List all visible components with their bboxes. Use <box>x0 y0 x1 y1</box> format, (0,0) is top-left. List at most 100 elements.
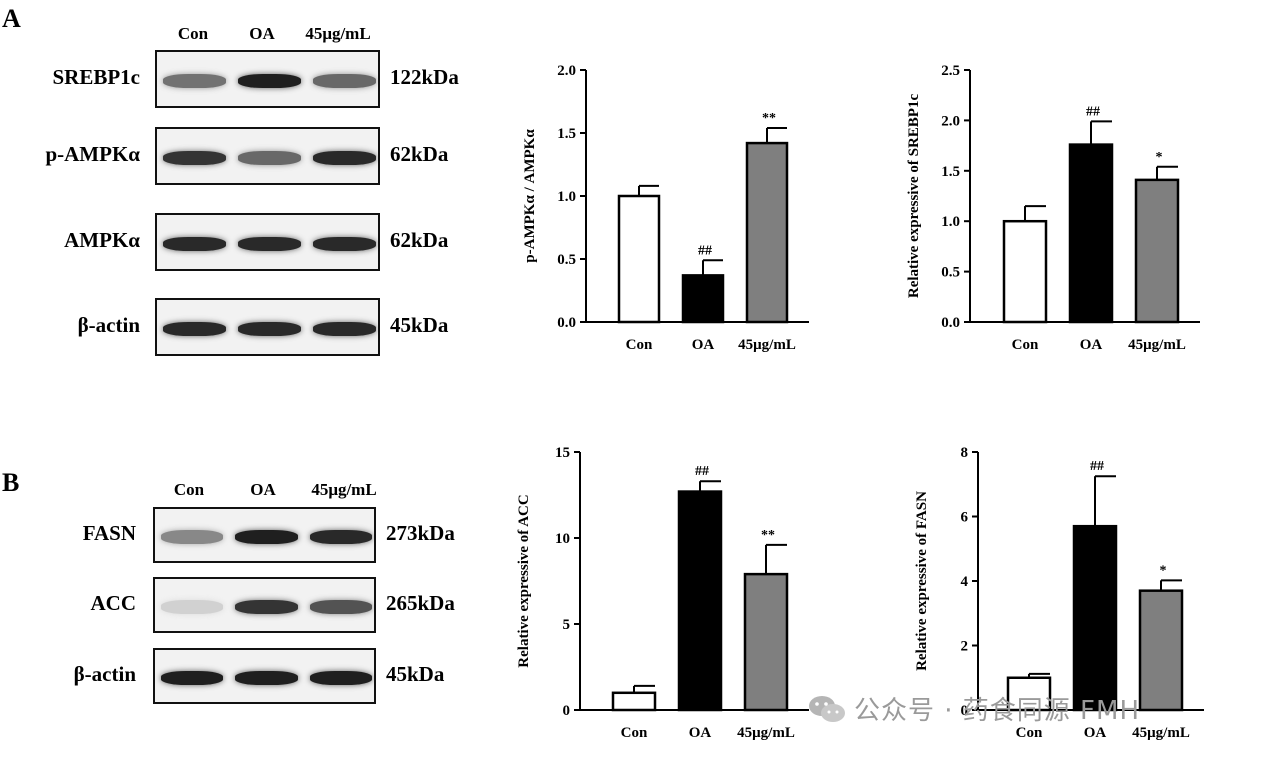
significance-3-2: * <box>1160 563 1167 578</box>
y-tick-label-1-2: 1.0 <box>941 214 960 230</box>
a-blot-0 <box>155 50 380 108</box>
a-band-2-2 <box>313 237 376 251</box>
y-tick-label-0-3: 1.5 <box>557 126 576 142</box>
y-tick-label-2-2: 10 <box>555 531 570 547</box>
b-band-0-1 <box>235 530 298 544</box>
y-tick-label-1-0: 0.0 <box>941 315 960 331</box>
b-band-1-2 <box>309 600 372 614</box>
lane-header-dose-b: 45μg/mL <box>311 480 377 499</box>
panel-label-b: B <box>2 468 20 497</box>
bar-3-1 <box>1072 524 1118 712</box>
bar-chart-acc: 0 5 10 15 Relative expressive of ACC Con ## OA *… <box>516 445 809 741</box>
y-tick-label-0-0: 0.0 <box>557 315 576 331</box>
bar-chart-srebp1c: 0.0 0.5 1.0 1.5 2.0 2.5 Relative expressive of… <box>906 63 1200 353</box>
b-band-2-0 <box>161 671 224 685</box>
x-tick-label-0-0: Con <box>626 337 653 353</box>
a-blot-3 <box>155 298 380 356</box>
b-band-0-2 <box>309 530 372 544</box>
bar-1-2 <box>1134 178 1180 324</box>
bar-2-1 <box>677 490 723 712</box>
x-tick-label-2-0: Con <box>621 725 648 741</box>
y-tick-label-3-2: 4 <box>961 574 969 590</box>
lane-header-oa-a: OA <box>249 24 275 43</box>
watermark-text: 公众号 · 药食同源 FMH <box>854 696 1140 726</box>
bar-1-1 <box>1068 143 1114 324</box>
y-tick-label-3-0: 0 <box>961 703 969 719</box>
y-axis-label-2: Relative expressive of ACC <box>516 494 532 667</box>
significance-1-2: * <box>1156 150 1163 165</box>
y-tick-label-2-3: 15 <box>555 445 570 461</box>
x-tick-label-0-1: OA <box>692 337 715 353</box>
y-tick-label-3-1: 2 <box>961 639 969 655</box>
b-band-1-1 <box>235 600 298 614</box>
bar-2-2 <box>743 572 789 712</box>
x-tick-label-3-2: 45μg/mL <box>1132 725 1190 741</box>
b-blot-2 <box>153 648 376 704</box>
x-tick-label-0-2: 45μg/mL <box>738 337 796 353</box>
a-band-1-2 <box>313 151 376 165</box>
a-band-0-2 <box>313 74 376 88</box>
x-tick-label-1-2: 45μg/mL <box>1128 337 1186 353</box>
y-tick-label-3-4: 8 <box>961 445 969 461</box>
b-kda-label-1: 265kDa <box>386 591 455 615</box>
significance-1-1: ## <box>1086 104 1100 119</box>
y-axis-label-3: Relative expressive of FASN <box>914 491 930 671</box>
y-axis-label-1: Relative expressive of SREBP1c <box>906 94 922 299</box>
a-protein-label-1: p-AMPKα <box>45 142 140 166</box>
a-protein-label-0: SREBP1c <box>52 65 140 89</box>
b-protein-label-1: ACC <box>90 591 137 615</box>
y-tick-label-0-1: 0.5 <box>557 252 576 268</box>
a-band-3-0 <box>163 322 226 336</box>
significance-3-1: ## <box>1090 459 1104 474</box>
a-band-0-1 <box>238 74 301 88</box>
x-tick-label-1-1: OA <box>1080 337 1103 353</box>
b-blot-1 <box>153 577 376 633</box>
bar-3-2 <box>1138 589 1184 712</box>
significance-2-1: ## <box>695 464 709 479</box>
b-band-2-1 <box>235 671 298 685</box>
watermark: 公众号 · 药食同源 FMH <box>808 690 1140 727</box>
y-tick-label-1-3: 1.5 <box>941 164 960 180</box>
a-band-2-1 <box>238 237 301 251</box>
a-kda-label-3: 45kDa <box>390 313 449 337</box>
b-protein-label-2: β-actin <box>73 662 136 686</box>
significance-0-1: ## <box>698 243 712 258</box>
a-band-3-2 <box>313 322 376 336</box>
bar-0-2 <box>745 141 789 324</box>
bar-2-0 <box>611 691 657 712</box>
bar-chart-p-ampk: 0.0 0.5 1.0 1.5 2.0 p-AMPKα / AMPKα Con ## OA ** 4… <box>522 63 809 353</box>
y-axis-label-0: p-AMPKα / AMPKα <box>522 129 538 263</box>
bar-3-0 <box>1006 676 1052 712</box>
bar-0-0 <box>617 194 661 324</box>
a-band-1-0 <box>163 151 226 165</box>
b-kda-label-2: 45kDa <box>386 662 445 686</box>
x-tick-label-3-0: Con <box>1016 725 1043 741</box>
y-tick-label-1-4: 2.0 <box>941 113 960 129</box>
x-tick-label-2-1: OA <box>689 725 712 741</box>
b-band-2-2 <box>309 671 372 685</box>
lane-header-con-b: Con <box>173 480 205 499</box>
y-tick-label-1-5: 2.5 <box>941 63 960 79</box>
y-tick-label-0-2: 1.0 <box>557 189 576 205</box>
y-tick-label-1-1: 0.5 <box>941 265 960 281</box>
a-band-3-1 <box>238 322 301 336</box>
a-protein-label-3: β-actin <box>77 313 140 337</box>
lane-header-dose-a: 45μg/mL <box>305 24 371 43</box>
a-protein-label-2: AMPKα <box>64 228 140 252</box>
a-band-2-0 <box>163 237 226 251</box>
b-band-0-0 <box>161 530 224 544</box>
a-band-0-0 <box>163 74 226 88</box>
b-band-1-0 <box>161 600 224 614</box>
a-blot-1 <box>155 127 380 185</box>
panel-label-a: A <box>2 4 21 33</box>
b-blot-0 <box>153 507 376 563</box>
a-kda-label-1: 62kDa <box>390 142 449 166</box>
a-kda-label-0: 122kDa <box>390 65 459 89</box>
bar-chart-fasn: 0 2 4 6 8 Relative expressive of FASN Con ## OA *… <box>914 445 1204 741</box>
a-blot-2 <box>155 213 380 271</box>
significance-0-2: ** <box>762 111 776 126</box>
y-tick-label-2-1: 5 <box>563 617 571 633</box>
y-tick-label-0-4: 2.0 <box>557 63 576 79</box>
x-tick-label-3-1: OA <box>1084 725 1107 741</box>
wechat-icon <box>809 695 845 722</box>
